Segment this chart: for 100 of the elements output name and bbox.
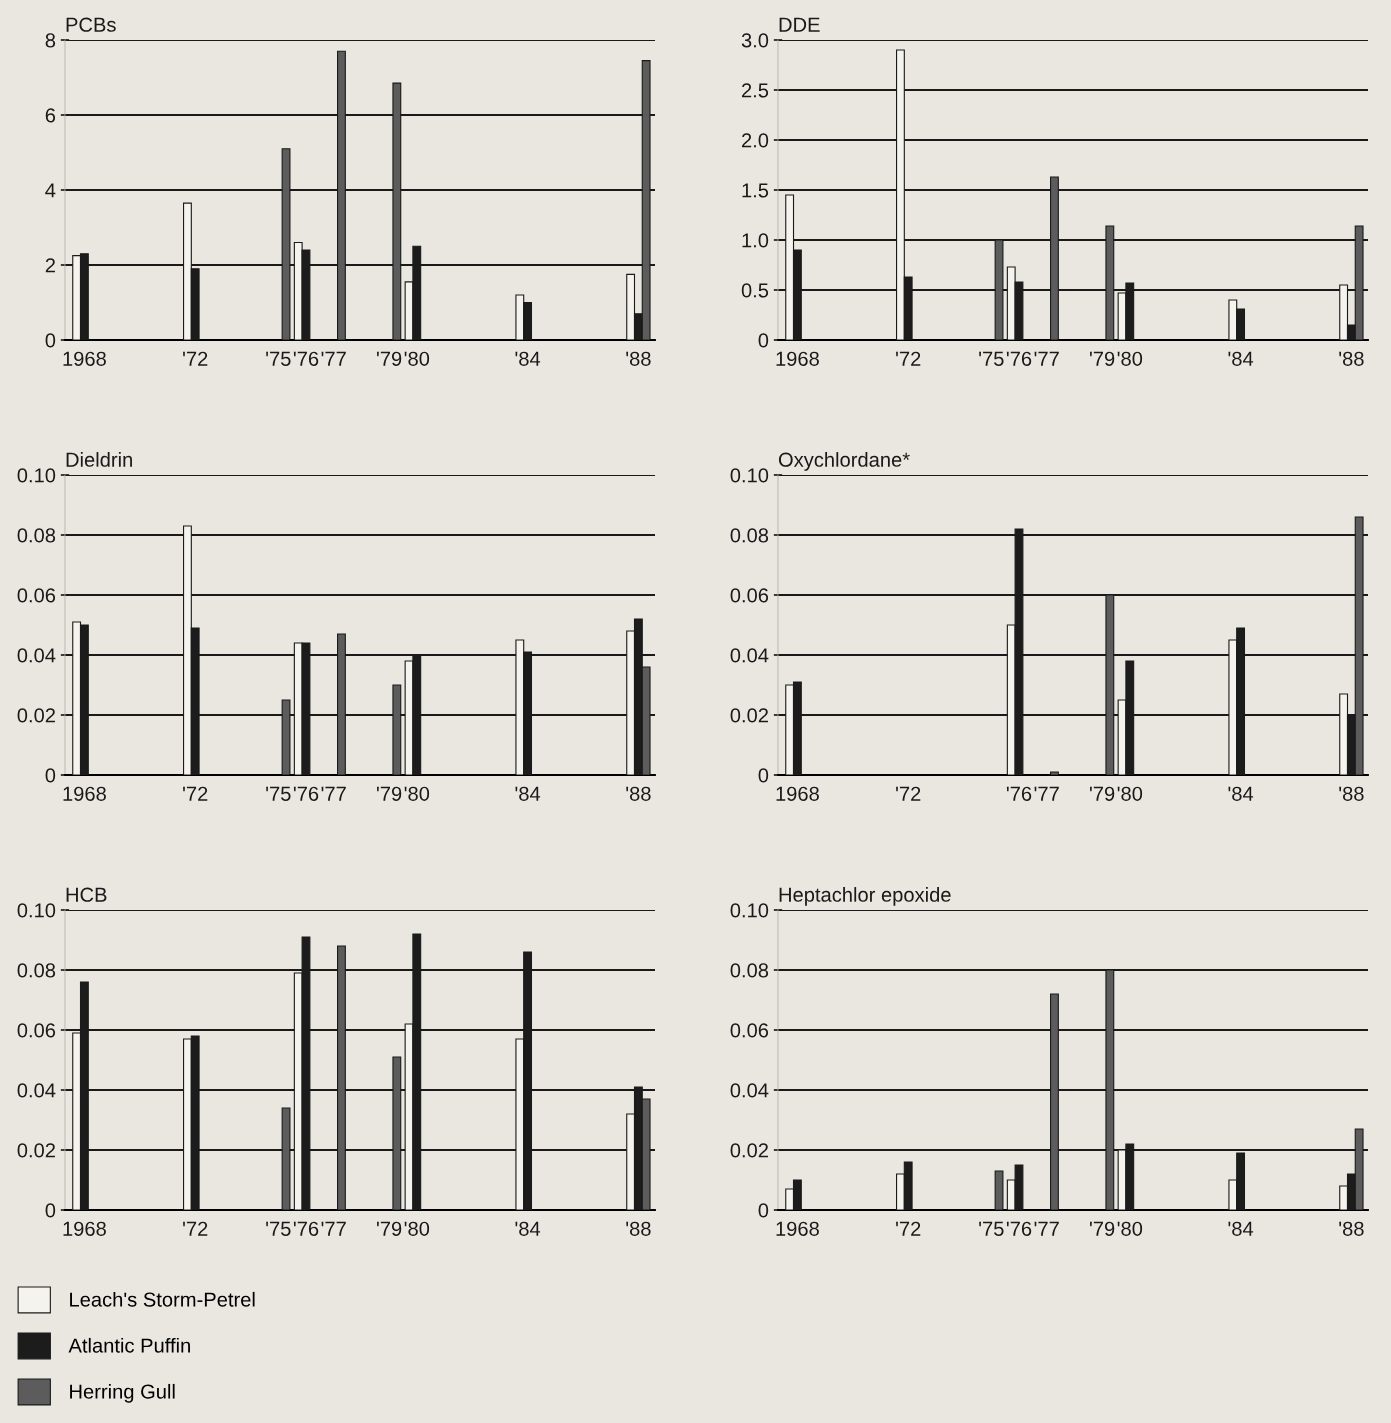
- y-tick-label: 3.0: [741, 33, 769, 48]
- y-tick-label: 0.02: [730, 1143, 768, 1158]
- y-tick-label: 0.04: [730, 1083, 769, 1098]
- legend-label: Leach's Storm-Petrel: [70, 1291, 255, 1307]
- x-tick-label: '79: [376, 1221, 402, 1236]
- bar: [1050, 771, 1059, 775]
- x-tick-label: '79: [1089, 786, 1115, 801]
- x-tick-label: '88: [1339, 786, 1364, 801]
- y-tick-label: 0.10: [730, 468, 769, 483]
- x-tick-label: '88: [626, 1221, 651, 1236]
- y-tick-label: 0.08: [17, 528, 56, 543]
- y-tick-label: 2.0: [741, 133, 769, 148]
- x-tick-label: '84: [515, 351, 541, 366]
- x-tick-label: '80: [404, 786, 430, 801]
- y-tick-label: 0.02: [17, 1143, 55, 1158]
- x-tick-label: '75: [979, 1221, 1004, 1236]
- x-tick-label: '77: [1034, 1221, 1059, 1236]
- x-tick-label: '84: [1228, 351, 1254, 366]
- y-tick-label: 0.02: [17, 708, 55, 723]
- x-tick-label: '80: [404, 351, 430, 366]
- x-tick-label: '75: [266, 351, 291, 366]
- y-tick-label: 6: [45, 108, 56, 123]
- x-tick-label: '80: [1117, 1221, 1143, 1236]
- y-tick-label: 0: [45, 333, 56, 348]
- y-tick-label: 0.06: [730, 588, 769, 603]
- legend-label: Atlantic Puffin: [68, 1337, 190, 1353]
- x-tick-label: '88: [626, 786, 651, 801]
- x-tick-label: '75: [266, 786, 291, 801]
- x-tick-label: '77: [321, 351, 346, 366]
- x-tick-label: '79: [376, 786, 402, 801]
- x-tick-label: 1968: [63, 786, 106, 801]
- x-tick-label: '88: [626, 351, 651, 366]
- x-tick-label: '88: [1339, 351, 1364, 366]
- x-tick-label: '88: [1339, 1221, 1364, 1236]
- x-tick-label: '77: [321, 786, 346, 801]
- x-tick-label: '80: [404, 1221, 430, 1236]
- x-tick-label: '84: [1228, 1221, 1254, 1236]
- x-tick-label: '75: [979, 351, 1004, 366]
- legend-label: Herring Gull: [70, 1383, 175, 1403]
- y-tick-label: 0: [758, 333, 769, 348]
- y-tick-label: 0.08: [730, 528, 769, 543]
- chart-title: Oxychlordane*: [778, 452, 910, 471]
- x-tick-label: '72: [896, 1221, 921, 1236]
- chart-title: HCB: [66, 887, 107, 902]
- x-tick-label: '76: [293, 786, 319, 801]
- y-tick-label: 2: [45, 258, 55, 273]
- x-tick-label: '72: [896, 351, 921, 366]
- x-tick-label: '79: [1089, 1221, 1115, 1236]
- y-tick-label: 0: [45, 1203, 56, 1218]
- y-tick-label: 0: [758, 768, 769, 783]
- x-tick-label: '76: [1006, 1221, 1032, 1236]
- chart-title: Heptachlor epoxide: [779, 887, 951, 906]
- x-tick-label: '72: [183, 1221, 208, 1236]
- x-tick-label: '84: [515, 786, 541, 801]
- y-tick-label: 0.10: [730, 903, 769, 918]
- y-tick-label: 0.08: [17, 963, 56, 978]
- y-tick-label: 0.04: [17, 1083, 56, 1098]
- y-tick-label: 1.5: [742, 183, 769, 198]
- x-tick-label: 1968: [776, 1221, 819, 1236]
- x-tick-label: '84: [1228, 786, 1254, 801]
- chart-title: Dieldrin: [66, 452, 132, 467]
- x-tick-label: '76: [293, 1221, 319, 1236]
- y-tick-label: 0.04: [17, 648, 56, 663]
- y-tick-label: 0: [45, 768, 56, 783]
- x-tick-label: '75: [266, 1221, 291, 1236]
- y-tick-label: 1.0: [742, 233, 769, 248]
- y-tick-label: 0.10: [17, 468, 56, 483]
- x-tick-label: 1968: [63, 1221, 106, 1236]
- y-tick-label: 0.02: [730, 708, 768, 723]
- chart-title: DDE: [779, 17, 820, 32]
- x-tick-label: '79: [1089, 351, 1115, 366]
- y-tick-label: 0.06: [17, 1023, 56, 1038]
- x-tick-label: '76: [1006, 786, 1032, 801]
- y-tick-label: 0: [758, 1203, 769, 1218]
- x-tick-label: '72: [896, 786, 921, 801]
- y-tick-label: 4: [45, 183, 56, 198]
- x-tick-label: '72: [183, 786, 208, 801]
- y-tick-label: 8: [45, 33, 56, 48]
- y-tick-label: 0.5: [741, 283, 769, 298]
- chart-title: PCBs: [66, 17, 116, 32]
- x-tick-label: '77: [1034, 351, 1059, 366]
- x-tick-label: '79: [376, 351, 402, 366]
- x-tick-label: '72: [183, 351, 208, 366]
- x-tick-label: '76: [1006, 351, 1032, 366]
- x-tick-label: '80: [1117, 351, 1143, 366]
- x-tick-label: 1968: [776, 351, 819, 366]
- x-tick-label: 1968: [63, 351, 106, 366]
- x-tick-label: 1968: [776, 786, 819, 801]
- y-tick-label: 0.08: [730, 963, 769, 978]
- x-tick-label: '80: [1117, 786, 1143, 801]
- y-tick-label: 0.06: [17, 588, 56, 603]
- x-tick-label: '77: [321, 1221, 346, 1236]
- y-tick-label: 2.5: [741, 83, 769, 98]
- y-tick-label: 0.06: [730, 1023, 769, 1038]
- bar: [994, 1170, 1004, 1210]
- x-tick-label: '77: [1034, 786, 1059, 801]
- x-tick-label: '76: [293, 351, 319, 366]
- x-tick-label: '84: [515, 1221, 541, 1236]
- y-tick-label: 0.04: [730, 648, 769, 663]
- y-tick-label: 0.10: [17, 903, 56, 918]
